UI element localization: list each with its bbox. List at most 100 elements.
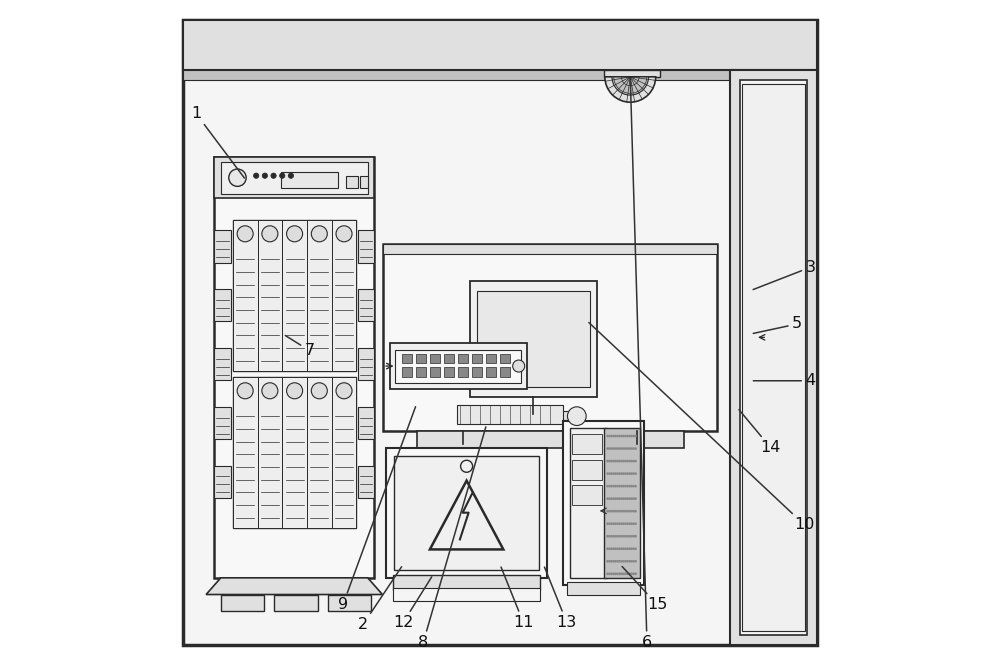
Circle shape [626,485,629,488]
Bar [563,421,644,584]
Circle shape [262,173,268,178]
Circle shape [622,435,625,438]
Circle shape [237,226,253,242]
Circle shape [624,510,627,512]
Circle shape [608,448,611,450]
Circle shape [634,572,637,575]
Bar [416,354,426,363]
Circle shape [632,460,635,462]
Circle shape [610,472,613,475]
Circle shape [614,472,617,475]
Circle shape [287,383,303,399]
Circle shape [618,435,621,438]
Text: 4: 4 [753,373,816,388]
Bar [477,291,590,387]
Circle shape [608,435,611,438]
Text: 3: 3 [753,260,816,289]
Circle shape [616,497,619,500]
Circle shape [632,435,635,438]
Circle shape [288,173,294,178]
Bar [328,595,371,611]
Circle shape [634,472,637,475]
Bar [416,431,684,448]
Bar [221,162,368,194]
Bar [570,428,607,578]
Bar [282,220,307,371]
Bar [358,348,374,380]
Circle shape [614,448,617,450]
Bar [307,377,332,528]
Circle shape [622,548,625,550]
Circle shape [634,448,637,450]
Circle shape [632,448,635,450]
Circle shape [237,383,253,399]
Circle shape [608,460,611,462]
Bar [604,70,660,77]
Circle shape [632,472,635,475]
Circle shape [628,560,631,562]
Circle shape [616,485,619,488]
Bar [233,377,356,528]
Circle shape [606,485,609,488]
Circle shape [606,548,609,550]
Circle shape [612,572,615,575]
Circle shape [311,383,327,399]
Circle shape [626,460,629,462]
Circle shape [630,548,633,550]
Bar [233,220,258,371]
Circle shape [618,448,621,450]
Circle shape [618,497,621,500]
Circle shape [618,548,621,550]
Circle shape [606,472,609,475]
Circle shape [618,510,621,512]
Bar [572,485,602,505]
Circle shape [628,548,631,550]
Circle shape [280,173,285,178]
Circle shape [606,510,609,512]
Circle shape [513,360,525,372]
Circle shape [632,497,635,500]
Circle shape [614,435,617,438]
Circle shape [634,535,637,538]
Bar [214,157,374,578]
Circle shape [606,560,609,562]
Circle shape [630,522,633,525]
Circle shape [622,460,625,462]
Bar [214,407,231,439]
Circle shape [630,572,633,575]
Text: 12: 12 [393,577,432,630]
Wedge shape [612,77,649,95]
Circle shape [626,572,629,575]
Circle shape [612,522,615,525]
Circle shape [612,535,615,538]
Circle shape [630,535,633,538]
Circle shape [626,472,629,475]
Circle shape [630,472,633,475]
Text: 11: 11 [501,567,534,630]
Circle shape [618,460,621,462]
Circle shape [606,460,609,462]
Circle shape [632,572,635,575]
Circle shape [614,460,617,462]
Circle shape [622,572,625,575]
Circle shape [608,535,611,538]
Circle shape [618,572,621,575]
Circle shape [620,560,623,562]
Text: 10: 10 [589,323,814,532]
Circle shape [630,560,633,562]
Circle shape [622,535,625,538]
Bar [221,595,264,611]
Circle shape [610,485,613,488]
Circle shape [612,485,615,488]
Bar [183,20,817,70]
Circle shape [618,522,621,525]
Circle shape [608,510,611,512]
Bar [258,220,282,371]
Circle shape [628,460,631,462]
Circle shape [624,560,627,562]
Circle shape [254,173,259,178]
Circle shape [634,560,637,562]
Text: 14: 14 [739,409,781,455]
Circle shape [614,560,617,562]
Circle shape [622,497,625,500]
